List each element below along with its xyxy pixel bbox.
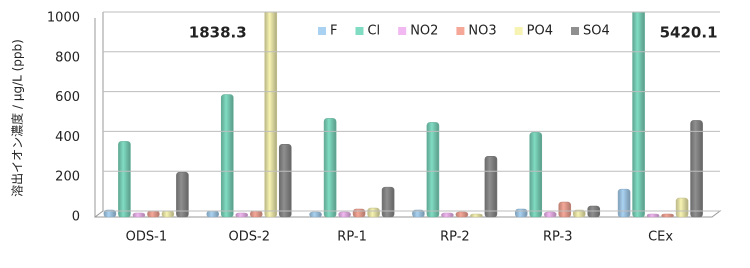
y-tick-label: 600 [55, 90, 80, 105]
bar [617, 188, 631, 218]
bar [323, 118, 337, 218]
bar [367, 207, 380, 218]
y-tick-label: 200 [55, 170, 80, 185]
bar [558, 201, 572, 218]
bar [426, 122, 440, 218]
legend-label: SO4 [583, 24, 610, 39]
x-tick-label: ODS-1 [126, 230, 167, 245]
bar [118, 141, 131, 218]
bar [147, 210, 160, 218]
plot-frame [94, 12, 722, 218]
bar [338, 211, 351, 218]
bar [484, 155, 498, 218]
bar [529, 132, 543, 218]
bar [441, 212, 454, 218]
bar [235, 212, 249, 218]
bar [352, 208, 366, 218]
y-axis-label: 溶出イオン濃度 / μg/L (ppb) [10, 39, 25, 197]
bar [412, 209, 425, 218]
y-tick-label: 0 [72, 210, 80, 225]
bar [249, 210, 263, 218]
value-label: 1838.3 [189, 24, 247, 42]
legend-label: NO3 [468, 24, 496, 39]
bar [176, 171, 189, 218]
x-tick-label: RP-1 [337, 230, 367, 245]
bar [103, 209, 117, 218]
bar [675, 197, 689, 218]
legend-label: F [330, 24, 337, 39]
bar [309, 211, 322, 218]
bar [572, 209, 586, 218]
legend-label: NO2 [410, 24, 438, 39]
bar [455, 211, 469, 218]
x-tick-label: RP-2 [440, 230, 470, 245]
bar [264, 12, 278, 218]
bar [220, 94, 234, 218]
x-tick-label: ODS-2 [229, 230, 270, 245]
bar [132, 212, 146, 218]
bar [161, 210, 175, 218]
y-tick-label: 800 [55, 50, 80, 65]
bar [206, 210, 220, 218]
legend-label: Cl [367, 24, 380, 39]
legend-swatch [318, 27, 326, 35]
bar [381, 186, 395, 218]
y-tick-label: 1000 [47, 11, 80, 26]
bar [587, 205, 601, 218]
x-tick-label: CEx [648, 230, 673, 245]
x-tick-label: RP-3 [543, 230, 573, 245]
y-tick-label: 400 [55, 130, 80, 145]
bar [514, 208, 528, 218]
plot-area [103, 12, 703, 218]
bar [278, 144, 292, 218]
legend-label: PO4 [527, 24, 553, 39]
bar [632, 12, 645, 218]
legend-swatch [456, 27, 465, 35]
legend-swatch [355, 27, 364, 35]
bar [646, 213, 660, 218]
legend-swatch [571, 27, 579, 35]
bar [661, 213, 674, 218]
legend-swatch [514, 27, 523, 35]
bar [543, 211, 557, 218]
legend-swatch [398, 27, 407, 35]
value-label: 5420.1 [660, 24, 718, 42]
bar [690, 120, 703, 218]
bar [470, 213, 483, 218]
